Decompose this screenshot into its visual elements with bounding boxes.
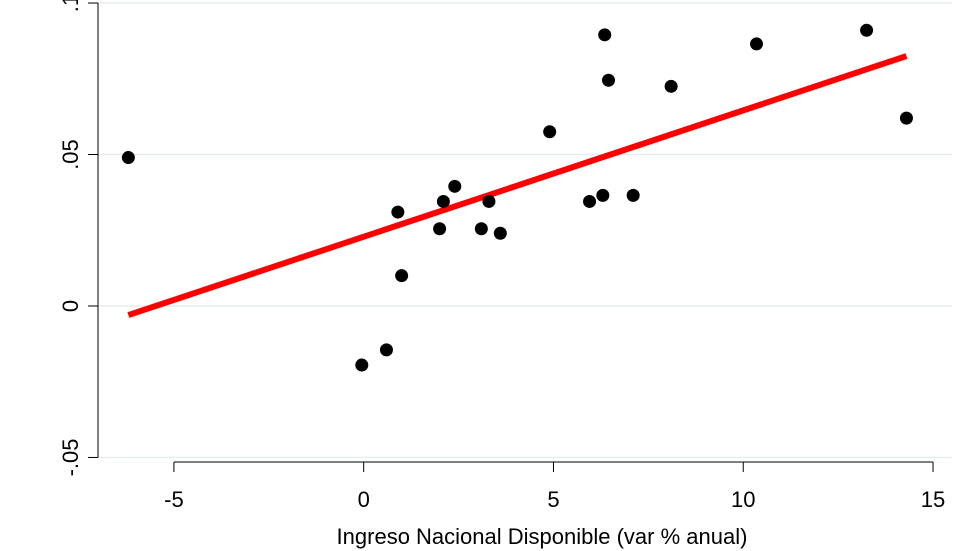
data-point xyxy=(750,37,764,51)
y-tick-label: .05 xyxy=(58,139,83,170)
data-point xyxy=(543,125,557,139)
data-point xyxy=(596,188,610,202)
data-point xyxy=(598,28,612,42)
data-point xyxy=(395,269,409,283)
data-point xyxy=(482,194,496,208)
fit-line-layer xyxy=(127,53,908,318)
x-tick-label: 5 xyxy=(547,487,559,512)
gridlines xyxy=(98,2,952,459)
data-point xyxy=(391,205,405,219)
data-point xyxy=(121,151,135,165)
data-point xyxy=(355,358,369,372)
data-point xyxy=(583,194,597,208)
data-point xyxy=(899,111,913,125)
data-point xyxy=(433,222,447,236)
x-tick-label: 0 xyxy=(358,487,370,512)
x-tick-label: -5 xyxy=(164,487,184,512)
data-point xyxy=(860,23,874,37)
data-point xyxy=(448,179,462,193)
data-point xyxy=(626,188,640,202)
data-point xyxy=(436,194,450,208)
data-point xyxy=(379,343,393,357)
y-tick-label: 0 xyxy=(58,300,83,312)
fit-line xyxy=(127,53,908,318)
data-point xyxy=(602,73,616,87)
points-layer xyxy=(121,23,913,372)
x-axis-label: Ingreso Nacional Disponible (var % anual… xyxy=(337,524,748,549)
y-tick-label: .1 xyxy=(58,0,83,12)
axes: -5 0 5 10 15 -.05 0 .05 .1 xyxy=(58,0,945,512)
x-tick-label: 10 xyxy=(731,487,755,512)
y-tick-label: -.05 xyxy=(58,438,83,476)
data-point xyxy=(664,79,678,93)
data-point xyxy=(474,222,488,236)
data-point xyxy=(493,226,507,240)
x-tick-label: 15 xyxy=(921,487,945,512)
